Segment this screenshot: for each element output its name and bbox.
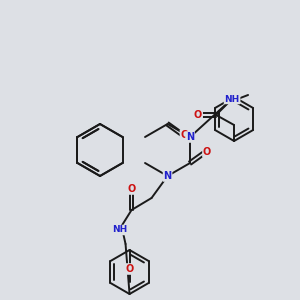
Text: O: O (203, 147, 211, 157)
Text: O: O (128, 184, 136, 194)
Text: N: N (164, 171, 172, 181)
Text: NH: NH (112, 226, 127, 235)
Text: O: O (125, 264, 134, 274)
Text: NH: NH (224, 94, 240, 103)
Text: N: N (186, 132, 194, 142)
Text: O: O (194, 110, 202, 120)
Text: O: O (180, 130, 189, 140)
